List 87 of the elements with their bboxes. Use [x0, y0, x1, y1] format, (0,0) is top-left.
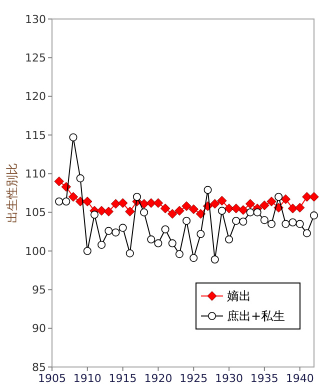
point — [224, 204, 234, 214]
point — [98, 240, 106, 249]
point — [204, 186, 212, 194]
point — [110, 198, 121, 209]
point — [62, 198, 70, 206]
point — [239, 218, 248, 226]
point — [296, 220, 304, 228]
point — [253, 208, 262, 216]
point — [196, 230, 205, 238]
point — [309, 192, 319, 202]
x-tick-label: 1925 — [180, 372, 208, 385]
x-tick-label: 1930 — [215, 372, 244, 385]
y-tick-label: 130 — [25, 12, 46, 26]
point — [210, 256, 219, 264]
point — [161, 225, 170, 234]
point — [140, 208, 148, 216]
point — [153, 198, 164, 208]
point — [90, 210, 98, 219]
point — [245, 198, 256, 209]
point — [126, 249, 134, 258]
point — [175, 250, 184, 258]
point — [69, 133, 78, 142]
y-tick-label: 85 — [32, 360, 46, 374]
point — [182, 216, 191, 225]
y-tick-label: 125 — [25, 52, 46, 65]
y-tick-label: 120 — [25, 90, 46, 104]
point — [231, 204, 241, 214]
x-tick-label: 1905 — [38, 372, 66, 385]
point — [288, 218, 297, 226]
point — [268, 220, 276, 228]
point — [154, 239, 162, 248]
point — [132, 192, 141, 201]
point — [182, 201, 192, 211]
point — [238, 205, 248, 215]
point — [310, 211, 318, 220]
legend-label: 庶出+私生 — [227, 309, 286, 324]
point — [260, 216, 268, 224]
point — [147, 235, 156, 244]
point — [188, 204, 198, 214]
y-axis-title: 出生性別比 — [5, 163, 19, 223]
y-tick-label: 100 — [25, 244, 46, 258]
point — [54, 176, 64, 186]
point — [190, 254, 198, 262]
point — [196, 209, 206, 219]
point — [294, 202, 305, 213]
point — [55, 198, 64, 206]
point — [118, 224, 127, 232]
point — [210, 198, 220, 209]
point — [82, 196, 92, 206]
point — [104, 226, 113, 235]
y-tick-label: 90 — [32, 322, 46, 336]
legend-label: 嫡出 — [227, 289, 251, 304]
point — [274, 192, 283, 201]
point — [112, 228, 120, 236]
point — [280, 194, 291, 204]
x-tick-label: 1920 — [144, 372, 172, 385]
y-tick-label: 95 — [32, 284, 46, 297]
point — [218, 206, 226, 215]
x-tick-label: 1915 — [108, 372, 137, 385]
x-tick-label: 1910 — [73, 372, 102, 385]
point — [83, 247, 92, 255]
point — [302, 192, 312, 202]
point — [118, 198, 128, 208]
point — [225, 235, 234, 244]
point — [160, 204, 170, 214]
point — [168, 209, 178, 219]
y-tick-label: 110 — [25, 168, 46, 181]
x-tick-label: 1935 — [250, 372, 278, 385]
point — [288, 204, 298, 214]
point — [96, 206, 106, 216]
point — [302, 229, 311, 238]
point — [146, 198, 156, 208]
point — [68, 192, 78, 202]
point — [168, 239, 176, 248]
point — [125, 206, 135, 216]
point — [174, 206, 184, 216]
point — [246, 208, 254, 216]
point — [104, 206, 114, 216]
point — [266, 196, 276, 206]
point — [260, 200, 270, 210]
point — [282, 220, 290, 228]
y-tick-label: 105 — [25, 206, 46, 220]
y-tick-label: 115 — [25, 128, 46, 142]
x-tick-label: 1940 — [286, 372, 314, 385]
point — [232, 216, 240, 225]
point — [217, 196, 227, 206]
point — [76, 174, 84, 182]
